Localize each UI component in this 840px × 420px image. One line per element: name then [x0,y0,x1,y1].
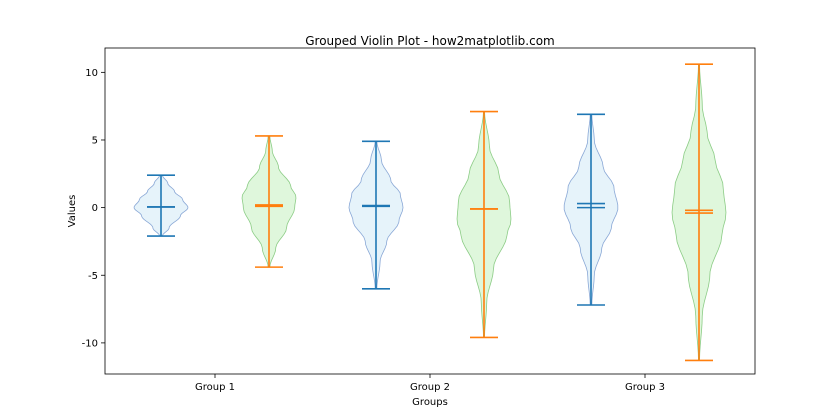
y-tick-label: 0 [92,203,98,214]
chart-title: Grouped Violin Plot - how2matplotlib.com [305,34,555,48]
violin-1-1 [133,174,189,237]
plot-area: 10 5 0 -5 -10 Group 1 Group 2 Group 3 [82,47,756,393]
y-tick-label: 10 [85,68,98,79]
y-axis-label: Values [67,195,78,228]
x-axis-ticks: Group 1 Group 2 Group 3 [195,374,665,393]
y-axis-ticks: 10 5 0 -5 -10 [82,68,105,349]
axes-frame [104,47,756,375]
y-tick-label: -10 [82,338,98,349]
x-axis-label: Groups [412,397,448,408]
violin-2-2 [456,110,512,339]
x-tick-label: Group 1 [195,382,235,393]
x-tick-label: Group 3 [625,382,665,393]
violin-2-3 [671,63,727,362]
violin-2-1 [241,135,297,268]
y-tick-label: 5 [92,135,98,146]
x-tick-label: Group 2 [410,382,450,393]
y-tick-label: -5 [88,271,98,282]
violin-1-3 [563,113,619,306]
violin-group-layer [133,63,727,362]
violin-1-2 [348,140,404,290]
